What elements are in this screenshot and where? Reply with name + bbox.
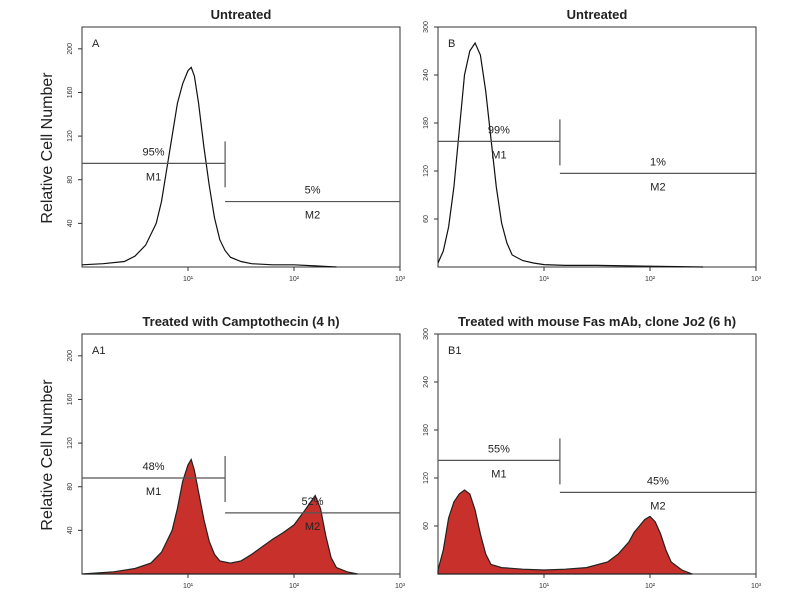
x-tick-label: 10³ [751, 583, 762, 590]
x-tick-label: 10¹ [539, 583, 550, 590]
histogram-series [81, 458, 358, 575]
gate-m2-percent: 5% [305, 185, 321, 197]
gate-m2-percent: 1% [650, 156, 666, 168]
gate-m2-name: M2 [305, 210, 320, 222]
x-tick-label: 10³ [395, 276, 406, 283]
y-axis-label-top: Relative Cell Number [39, 72, 56, 224]
gate-m1-percent: 99% [488, 124, 510, 136]
panel-title: Untreated [211, 7, 272, 22]
plot-frame [81, 26, 401, 268]
x-tick-label: 10¹ [539, 276, 550, 283]
panel-b: Untreated B 60 120 180 240 300 10¹ 10² 10³ 99% M1 1%… [423, 7, 762, 283]
y-tick-label: 80 [67, 483, 74, 491]
y-tick-label: 180 [423, 117, 430, 129]
y-tick-label: 180 [423, 424, 430, 436]
panel-label: B1 [448, 345, 461, 357]
y-tick-label: 300 [423, 328, 430, 340]
gate-m2-percent: 45% [647, 475, 669, 487]
x-tick-label: 10¹ [183, 276, 194, 283]
panel-label: A1 [92, 345, 105, 357]
x-tick-label: 10² [289, 583, 300, 590]
y-tick-label: 40 [67, 526, 74, 534]
gate-m1-percent: 95% [143, 146, 165, 158]
panel-a: Untreated A 40 80 120 160 200 10¹ 10² 10³ 95% M1 5% M… [67, 7, 406, 283]
x-tick-label: 10² [645, 276, 656, 283]
gate-m2-name: M2 [305, 521, 320, 533]
y-tick-label: 200 [67, 43, 74, 55]
gate-m1-name: M1 [146, 486, 161, 498]
y-tick-label: 120 [423, 472, 430, 484]
y-tick-label: 120 [67, 437, 74, 449]
y-tick-label: 160 [67, 87, 74, 99]
panel-title: Treated with Camptothecin (4 h) [142, 314, 339, 329]
y-tick-label: 60 [423, 215, 430, 223]
gate-m2-name: M2 [650, 181, 665, 193]
y-tick-label: 200 [67, 350, 74, 362]
x-tick-label: 10³ [395, 583, 406, 590]
gate-m1-name: M1 [491, 468, 506, 480]
panel-a1: Treated with Camptothecin (4 h) A1 40 80 120… [67, 314, 406, 590]
y-tick-label: 240 [423, 376, 430, 388]
y-tick-label: 60 [423, 522, 430, 530]
gate-m1-name: M1 [146, 171, 161, 183]
panel-label: A [92, 38, 100, 50]
histogram-series [81, 66, 337, 268]
gate-m1-name: M1 [491, 149, 506, 161]
x-tick-label: 10³ [751, 276, 762, 283]
panel-title: Treated with mouse Fas mAb, clone Jo2 (6… [458, 314, 736, 329]
y-tick-label: 80 [67, 176, 74, 184]
gate-m2-name: M2 [650, 500, 665, 512]
panel-title: Untreated [567, 7, 628, 22]
y-tick-label: 40 [67, 219, 74, 227]
x-tick-label: 10¹ [183, 583, 194, 590]
gate-m1-percent: 48% [143, 461, 165, 473]
plot-frame [437, 333, 757, 575]
plot-frame [437, 26, 757, 268]
y-tick-label: 240 [423, 69, 430, 81]
x-tick-label: 10² [645, 583, 656, 590]
plot-frame [81, 333, 401, 575]
y-tick-label: 120 [67, 130, 74, 142]
y-tick-label: 300 [423, 21, 430, 33]
histogram-series [437, 41, 704, 268]
y-tick-label: 120 [423, 165, 430, 177]
gate-m1-percent: 55% [488, 443, 510, 455]
panel-label: B [448, 38, 455, 50]
x-tick-label: 10² [289, 276, 300, 283]
gate-m2-percent: 52% [302, 496, 324, 508]
y-tick-label: 160 [67, 394, 74, 406]
y-axis-label-bottom: Relative Cell Number [39, 379, 56, 531]
panel-b1: Treated with mouse Fas mAb, clone Jo2 (6… [423, 314, 762, 590]
histogram-series [437, 489, 693, 575]
